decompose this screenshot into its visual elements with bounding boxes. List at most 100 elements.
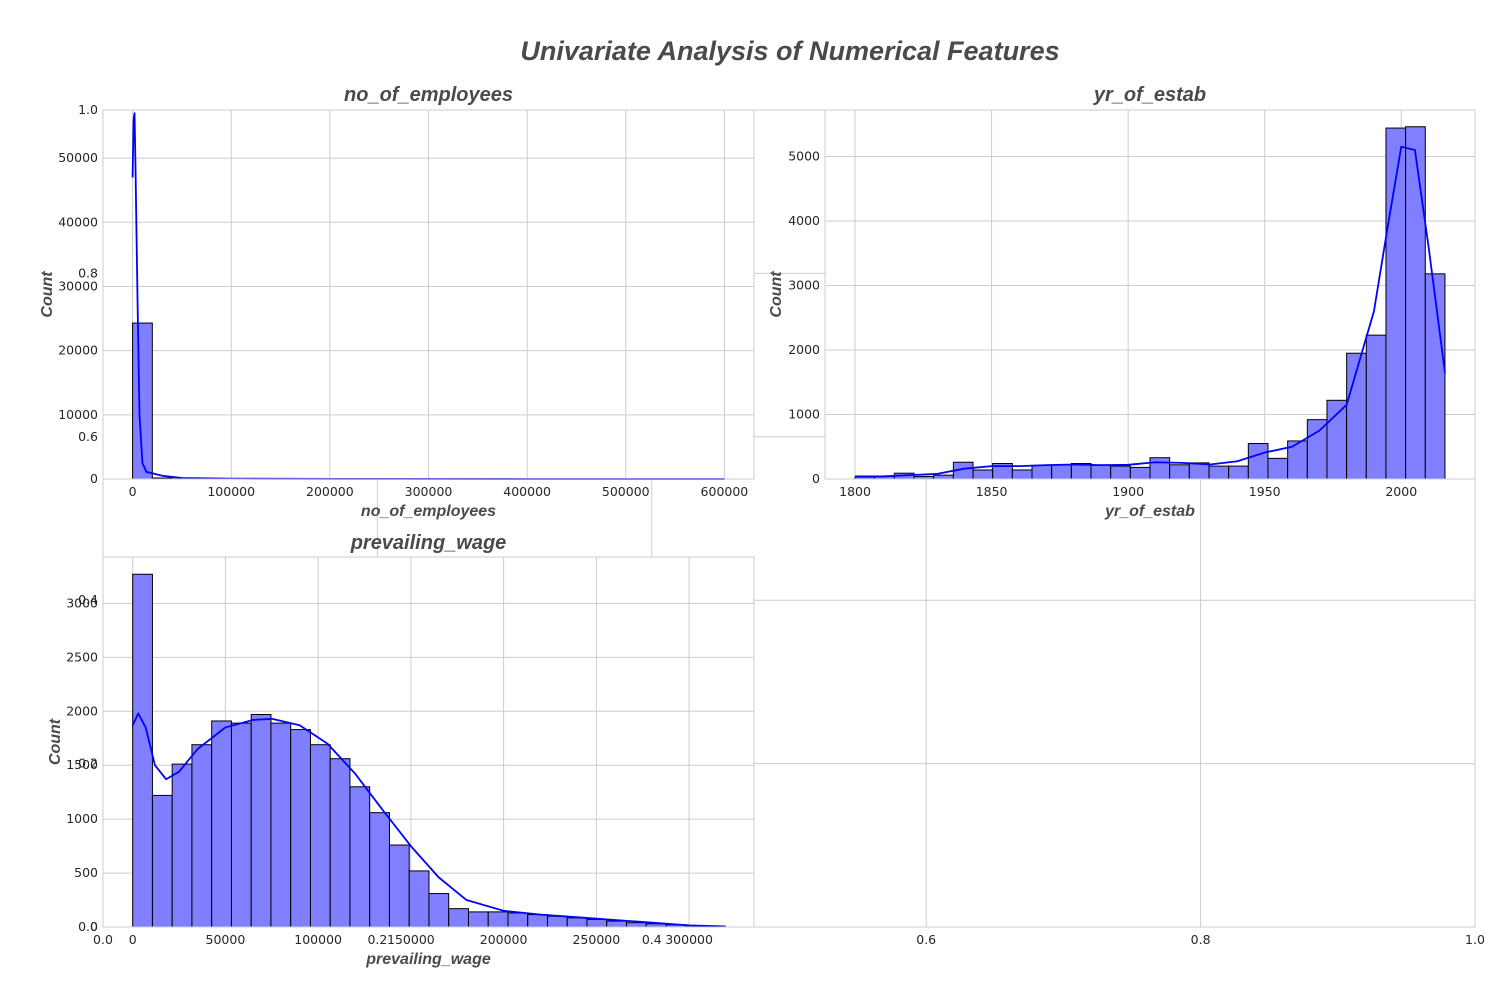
xtick-label: 300000 [405, 484, 453, 499]
histogram-bar [171, 763, 193, 928]
xtick-label: 1950 [1249, 484, 1281, 499]
histogram-bar [349, 786, 371, 928]
xtick-label: 0 [129, 932, 137, 947]
histogram-bar [933, 474, 954, 480]
kde-line [131, 712, 725, 928]
figure-title: Univariate Analysis of Numerical Feature… [520, 36, 1059, 66]
histogram-bar [972, 469, 994, 480]
histogram-bar [211, 720, 232, 928]
ytick-label: 30000 [58, 278, 98, 293]
ytick-label: 2000 [66, 703, 98, 718]
histogram-bar [1051, 464, 1072, 480]
histogram-bar [132, 573, 153, 928]
ytick-label: 1500 [66, 757, 98, 772]
ytick-label: 10000 [58, 407, 98, 422]
ytick-label: 3000 [66, 595, 98, 610]
bg-ytick-label: 0.8 [78, 265, 98, 280]
bg-ytick-label: 1.0 [78, 102, 98, 117]
histogram-bar [1070, 463, 1092, 480]
histogram-bar [527, 914, 548, 928]
histogram-bar [467, 911, 489, 928]
xtick-label: 200000 [306, 484, 354, 499]
histogram-bar [329, 758, 351, 928]
xtick-label: 0 [129, 484, 137, 499]
xtick-label: 250000 [572, 932, 620, 947]
histogram-bar [191, 744, 213, 928]
bg-xtick-label: 0.4 [642, 932, 662, 947]
histogram-bar [290, 729, 311, 928]
histogram-bar [1090, 464, 1112, 480]
ytick-label: 2000 [788, 342, 820, 357]
bg-ytick-label: 0.2 [78, 756, 98, 771]
ytick-label: 50000 [58, 150, 98, 165]
xtick-label: 100000 [294, 932, 342, 947]
bg-xtick-label: 0.2 [367, 932, 387, 947]
subplot-yr_of_estab: 1800 1850 1900 1950 2000 0 1000 2000 3000 4000 500… [768, 84, 1476, 520]
x-axis-label: no_of_employees [361, 503, 496, 520]
xtick-label: 150000 [387, 932, 435, 947]
y-axis-label: Count [768, 271, 785, 318]
histogram-bar [309, 744, 331, 928]
histogram-bar [270, 722, 292, 928]
subplots: 0 100000 200000 300000 400000 500000 600000010… [39, 84, 1476, 968]
histogram-bar [428, 893, 450, 928]
histogram-bar [1365, 334, 1387, 480]
x-axis-label: yr_of_estab [1104, 503, 1195, 520]
histogram-bar [1326, 399, 1348, 480]
ytick-label: 20000 [58, 343, 98, 358]
histogram-bar [448, 908, 469, 928]
histogram-bar [1405, 126, 1426, 480]
histogram-bar [507, 912, 529, 928]
histogram-bar [1011, 469, 1033, 480]
ytick-label: 2500 [66, 649, 98, 664]
histogram-bar [566, 917, 588, 928]
xtick-label: 300000 [665, 932, 713, 947]
xtick-label: 400000 [503, 484, 551, 499]
histogram-bar [1424, 273, 1446, 480]
subplot-no_of_employees: 0 100000 200000 300000 400000 500000 600000 0 10… [39, 84, 755, 520]
histogram-bar [606, 920, 627, 928]
histogram-bar [369, 812, 390, 928]
xtick-label: 2000 [1385, 484, 1417, 499]
ytick-label: 0 [812, 471, 820, 486]
ytick-label: 1000 [788, 406, 820, 421]
bg-xtick-label: 1.0 [1465, 932, 1485, 947]
ytick-label: 0 [90, 919, 98, 934]
histogram-bar [1031, 464, 1053, 480]
histogram-bar [250, 713, 272, 928]
ytick-label: 3000 [788, 277, 820, 292]
xtick-label: 100000 [207, 484, 255, 499]
histogram-bar [1188, 462, 1210, 480]
histogram-bar [1129, 466, 1151, 480]
histogram-bars [854, 126, 1446, 480]
subplot-title: no_of_employees [344, 84, 513, 106]
histogram-bar [1247, 443, 1269, 480]
histogram-bar [1228, 465, 1249, 480]
histogram-bar [1169, 464, 1190, 480]
histogram-bar [487, 911, 509, 928]
histogram-bar [1267, 457, 1289, 480]
histogram-bar [1149, 457, 1171, 480]
subplot-spines [102, 556, 755, 928]
xtick-label: 1800 [839, 484, 871, 499]
kde-line [855, 145, 1446, 478]
ytick-label: 1000 [66, 811, 98, 826]
bg-ytick-label: 0.6 [78, 429, 98, 444]
xtick-label: 50000 [206, 932, 246, 947]
histogram-bar [586, 918, 608, 928]
ytick-label: 500 [74, 865, 98, 880]
histogram-bar [1306, 419, 1328, 480]
histogram-bar [625, 922, 647, 928]
histogram-bar [408, 870, 430, 928]
bg-xtick-label: 0.0 [93, 932, 113, 947]
histogram-bar [546, 915, 568, 928]
bg-xtick-label: 0.6 [916, 932, 936, 947]
bg-xtick-label: 0.8 [1191, 932, 1211, 947]
y-axis-label: Count [39, 271, 56, 318]
x-axis-label: prevailing_wage [365, 951, 491, 968]
subplot-title: prevailing_wage [350, 532, 507, 554]
histogram-bar [388, 844, 410, 928]
ytick-label: 4000 [788, 213, 820, 228]
